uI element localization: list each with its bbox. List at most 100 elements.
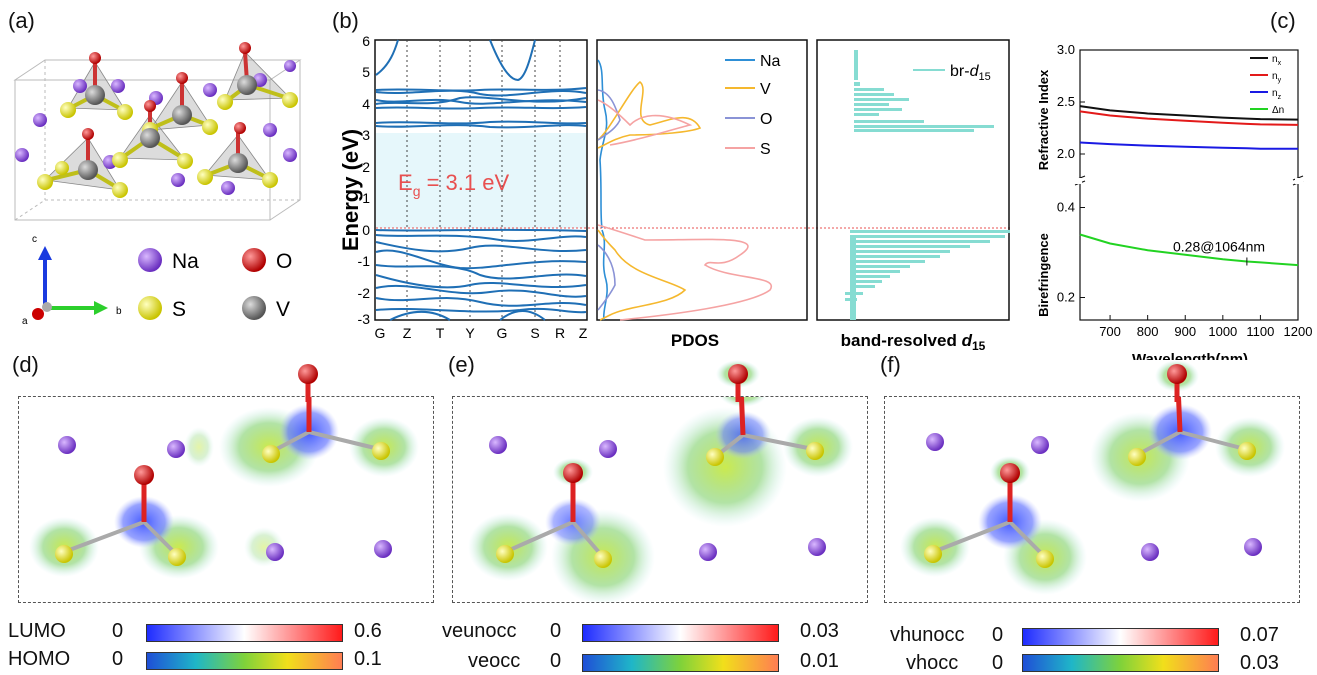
pdos-frame <box>597 40 807 320</box>
legend-s-swatch <box>138 296 162 320</box>
kpoint-R: R <box>555 325 565 341</box>
kpoint-T: T <box>436 325 445 341</box>
pdos-v-curve <box>598 82 700 320</box>
colorbar-e-occ-label: veocc <box>468 650 520 673</box>
chart-c-frame <box>1080 50 1298 320</box>
pdos-s-curve <box>598 100 771 320</box>
wavelength-xtick: 1000 <box>1208 324 1237 339</box>
legend-v-swatch <box>242 296 266 320</box>
panel-d-top-oxygen <box>275 356 325 402</box>
panel-f-density <box>884 396 1300 603</box>
colorbar-e-occ-max: 0.01 <box>800 650 839 673</box>
colorbar-d-lumo-max: 0.6 <box>354 620 382 643</box>
ytick-1: 1 <box>362 190 370 206</box>
ytick-2: 2 <box>362 159 370 175</box>
legend-s-label: S <box>172 298 186 321</box>
wavelength-xtick: 700 <box>1099 324 1121 339</box>
colorbar-d-homo-label: HOMO <box>8 648 70 671</box>
ytick-m3: -3 <box>358 311 371 327</box>
panel-e-top-oxygen <box>710 356 760 402</box>
birefringence-ytick: 0.2 <box>1057 290 1075 305</box>
d15-axis-label: band-resolved d15 <box>841 331 986 353</box>
density-map-e <box>453 397 867 602</box>
pdos-axis-label: PDOS <box>671 331 719 350</box>
wavelength-xtick: 800 <box>1137 324 1159 339</box>
colorbar-f-unocc-label: vhunocc <box>890 624 965 647</box>
colorbar-f-occ <box>1022 654 1219 672</box>
colorbar-e-occ-min: 0 <box>550 650 561 673</box>
d15-bars <box>845 50 1010 320</box>
legend-label-nx: nx <box>1272 54 1282 67</box>
colorbar-f-unocc <box>1022 628 1219 646</box>
atom-legend: Na O S V <box>132 238 332 338</box>
colorbar-f-unocc-max: 0.07 <box>1240 624 1279 647</box>
ytick-6: 6 <box>362 33 370 49</box>
colorbar-d-lumo-label: LUMO <box>8 620 66 643</box>
legend-v-label: V <box>276 298 290 321</box>
birefringence-axis-label: Birefringence <box>1036 233 1051 317</box>
colorbar-d-homo-min: 0 <box>112 648 123 671</box>
colorbar-e-unocc-max: 0.03 <box>800 620 839 643</box>
series-line-ny <box>1080 111 1298 125</box>
legend-na-swatch <box>138 248 162 272</box>
colorbar-d-homo <box>146 652 343 670</box>
colorbar-e-unocc-label: veunocc <box>442 620 517 643</box>
legend-label-nz: nz <box>1272 88 1282 101</box>
colorbar-f-occ-min: 0 <box>992 652 1003 675</box>
axis-a-label: a <box>22 316 28 327</box>
band-structure-figure: Energy (eV) 6 5 4 3 2 1 0 -1 -2 -3 <box>330 30 1020 355</box>
colorbar-f-occ-label: vhocc <box>906 652 958 675</box>
ytick-5: 5 <box>362 64 370 80</box>
pdos-na-curve <box>598 60 607 320</box>
wavelength-xtick: 1100 <box>1246 324 1274 339</box>
panel-label-f: (f) <box>880 352 901 378</box>
colorbar-d-homo-max: 0.1 <box>354 648 382 671</box>
series-line-nz <box>1080 143 1298 149</box>
colorbar-d-lumo-min: 0 <box>112 620 123 643</box>
colorbar-d-lumo <box>146 624 343 642</box>
axes-indicator: c b a <box>20 228 130 328</box>
panel-f-top-oxygen <box>1152 356 1202 402</box>
refractive-ytick: 2.0 <box>1057 146 1075 161</box>
ytick-m1: -1 <box>358 253 371 269</box>
legend-o-label: O <box>276 250 292 273</box>
legend-o-swatch <box>242 248 266 272</box>
pdos-legend-na: Na <box>760 53 781 70</box>
kpoint-G2: G <box>497 325 508 341</box>
axis-c-label: c <box>32 234 37 245</box>
refractive-index-chart: Refractive Index Birefringence 3.0 2.5 2.0… <box>1030 30 1315 360</box>
refractive-ytick: 3.0 <box>1057 42 1075 57</box>
density-map-d <box>19 397 433 602</box>
panel-label-e: (e) <box>448 352 475 378</box>
legend-label-ny: ny <box>1272 71 1282 84</box>
panel-label-d: (d) <box>12 352 39 378</box>
colorbar-e-unocc <box>582 624 779 642</box>
wavelength-xtick: 900 <box>1174 324 1196 339</box>
birefringence-ytick: 0.4 <box>1057 200 1075 215</box>
kpoint-Z2: Z <box>579 325 588 341</box>
ytick-m2: -2 <box>358 285 371 301</box>
refractive-axis-label: Refractive Index <box>1036 69 1051 170</box>
panel-d-density <box>18 396 434 603</box>
energy-axis-label: Energy (eV) <box>338 129 363 251</box>
colorbar-e-occ <box>582 654 779 672</box>
birefringence-annotation: 0.28@1064nm <box>1173 239 1265 255</box>
pdos-legend-s: S <box>760 141 771 158</box>
kpoint-S: S <box>530 325 539 341</box>
ytick-3: 3 <box>362 127 370 143</box>
d15-legend: br-d15 <box>950 63 991 83</box>
pdos-legend-o: O <box>760 111 772 128</box>
pdos-legend-v: V <box>760 81 771 98</box>
wavelength-xtick: 1200 <box>1284 324 1313 339</box>
crystal-structure-image <box>0 30 330 230</box>
kpoint-G1: G <box>375 325 386 341</box>
colorbar-f-unocc-min: 0 <box>992 624 1003 647</box>
refractive-ytick: 2.5 <box>1057 94 1075 109</box>
ytick-0: 0 <box>362 222 370 238</box>
legend-label-Δn: Δn <box>1272 105 1284 116</box>
ytick-4: 4 <box>362 96 370 112</box>
density-map-f <box>885 397 1299 602</box>
colorbar-f-occ-max: 0.03 <box>1240 652 1279 675</box>
kpoint-Y: Y <box>465 325 475 341</box>
axis-b-label: b <box>116 306 122 317</box>
